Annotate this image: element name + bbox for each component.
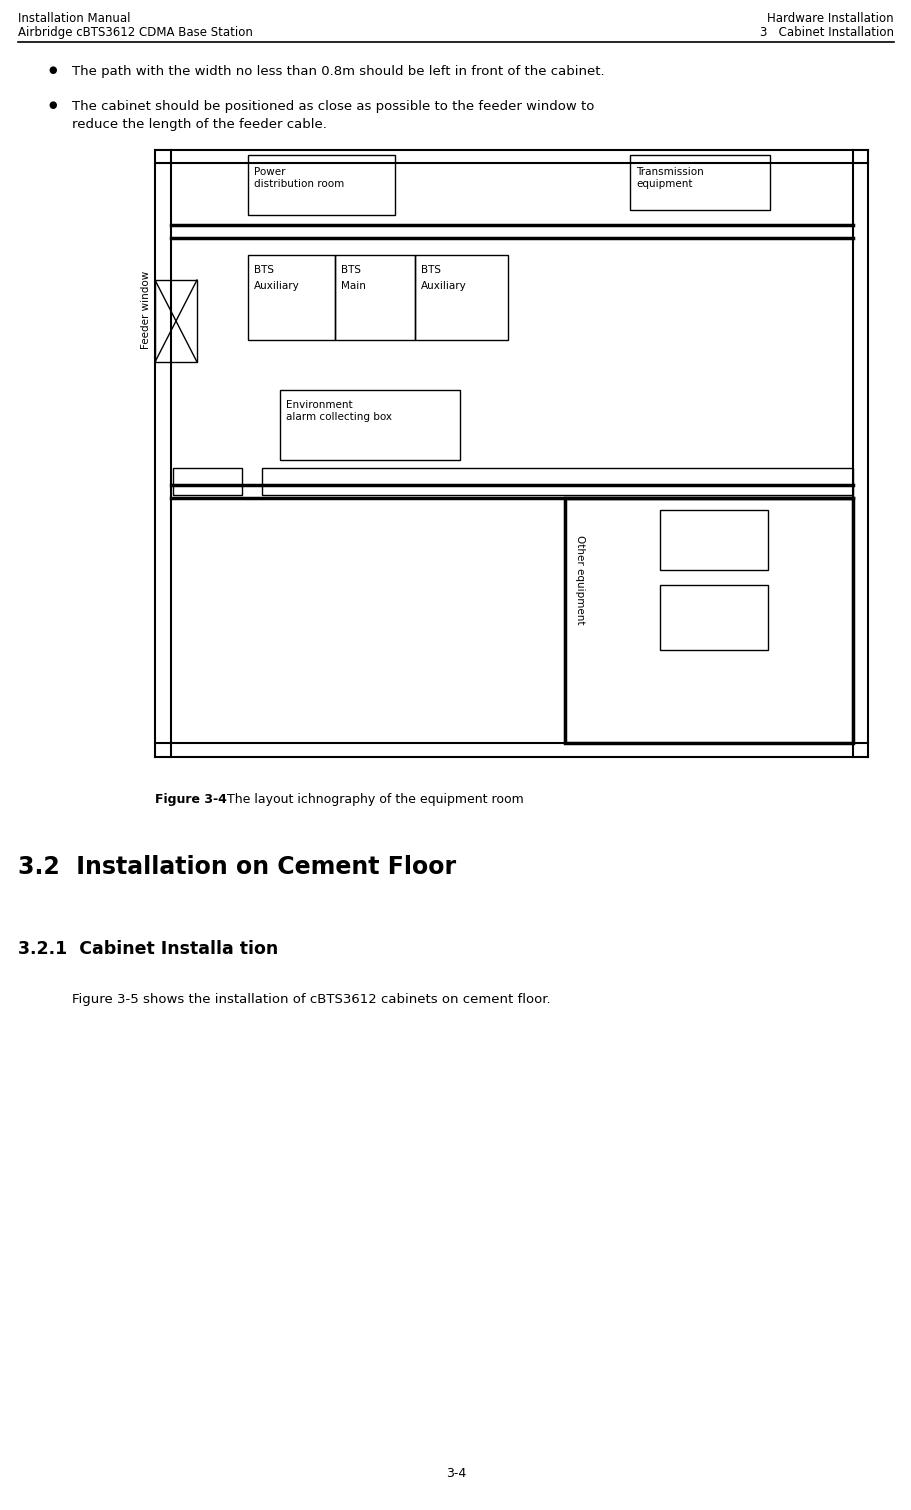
Bar xyxy=(660,584,767,649)
Bar xyxy=(660,510,767,569)
Text: Feeder window: Feeder window xyxy=(141,270,151,349)
Text: Transmission
equipment: Transmission equipment xyxy=(635,168,703,189)
Text: BTS: BTS xyxy=(341,264,361,275)
Bar xyxy=(248,156,394,214)
Text: ●: ● xyxy=(48,65,56,76)
Bar xyxy=(261,468,852,495)
Text: Airbridge cBTS3612 CDMA Base Station: Airbridge cBTS3612 CDMA Base Station xyxy=(18,26,252,39)
Text: The cabinet should be positioned as close as possible to the feeder window to: The cabinet should be positioned as clos… xyxy=(72,100,594,113)
Text: Other equipment: Other equipment xyxy=(574,535,584,625)
Bar xyxy=(334,255,415,340)
Bar xyxy=(630,156,769,210)
Text: 3.2  Installation on Cement Floor: 3.2 Installation on Cement Floor xyxy=(18,855,456,879)
Text: Power
distribution room: Power distribution room xyxy=(254,168,343,189)
Text: Auxiliary: Auxiliary xyxy=(421,281,466,291)
Text: BTS: BTS xyxy=(421,264,441,275)
Text: 3-4: 3-4 xyxy=(445,1468,466,1480)
Text: ●: ● xyxy=(48,100,56,110)
Text: The path with the width no less than 0.8m should be left in front of the cabinet: The path with the width no less than 0.8… xyxy=(72,65,604,79)
Bar xyxy=(173,468,241,495)
Text: Auxiliary: Auxiliary xyxy=(254,281,300,291)
Text: 3   Cabinet Installation: 3 Cabinet Installation xyxy=(759,26,893,39)
Text: Environment
alarm collecting box: Environment alarm collecting box xyxy=(286,400,392,423)
Bar xyxy=(248,255,334,340)
Text: Figure 3-5 shows the installation of cBTS3612 cabinets on cement floor.: Figure 3-5 shows the installation of cBT… xyxy=(72,994,550,1006)
Bar xyxy=(155,279,197,362)
Text: The layout ichnography of the equipment room: The layout ichnography of the equipment … xyxy=(223,793,523,806)
Bar xyxy=(565,498,852,743)
Bar xyxy=(415,255,507,340)
Text: Main: Main xyxy=(341,281,365,291)
Text: reduce the length of the feeder cable.: reduce the length of the feeder cable. xyxy=(72,118,326,131)
Text: BTS: BTS xyxy=(254,264,273,275)
Text: Figure 3-4: Figure 3-4 xyxy=(155,793,227,806)
Text: Hardware Installation: Hardware Installation xyxy=(766,12,893,26)
Bar xyxy=(280,390,459,461)
Text: Installation Manual: Installation Manual xyxy=(18,12,130,26)
Text: 3.2.1  Cabinet Installa tion: 3.2.1 Cabinet Installa tion xyxy=(18,941,278,957)
